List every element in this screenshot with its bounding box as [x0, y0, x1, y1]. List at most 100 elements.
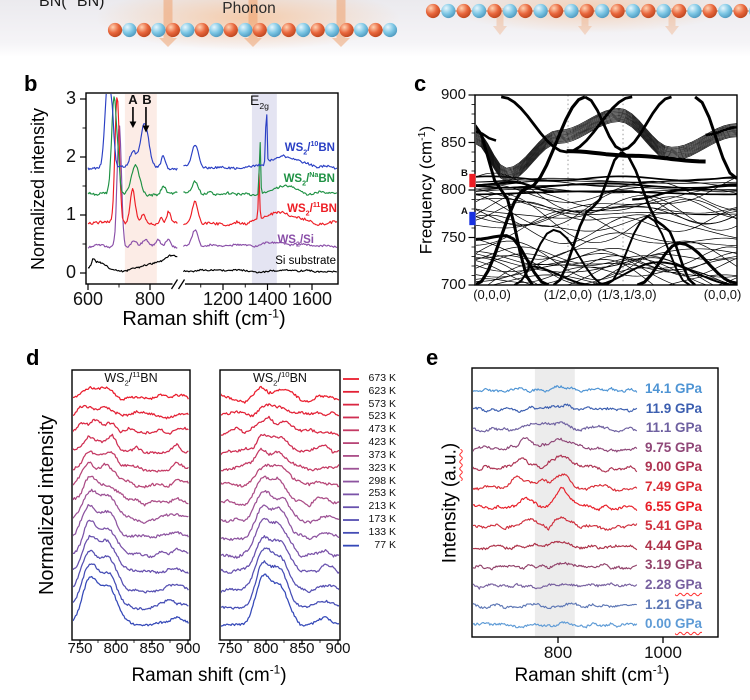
d-legend-label-253K: 253 K [368, 487, 396, 500]
c-xlabel-3: (0,0,0) [703, 287, 742, 302]
d-legend-label-523K: 523 K [368, 410, 396, 423]
d-spectrum-l-213K [73, 534, 189, 574]
e-spectrum-119GPa [473, 403, 638, 413]
c-ytick-750: 750 [440, 228, 466, 246]
panel-b-series-label-ws2-10bn: WS2/10BN [284, 140, 335, 157]
e-pressure-label-119GPa: 11.9 GPa [645, 400, 702, 416]
nitrogen-atom [441, 3, 456, 19]
d-xtick-r-900: 900 [325, 640, 351, 657]
d-spectrum-l-573K [73, 418, 189, 435]
panel-c-marker-a-label: A [461, 206, 468, 217]
nitrogen-atom [122, 22, 137, 38]
e-shaded-band [534, 369, 575, 636]
nitrogen-atom [296, 22, 311, 38]
e-pressure-label-975GPa: 9.75 GPa [644, 439, 702, 455]
e-pressure-label-319GPa: 3.19 GPa [644, 557, 702, 573]
nitrogen-atom [502, 3, 518, 19]
boron-atom [641, 3, 656, 19]
e-spectrum-121GPa [473, 602, 637, 610]
boron-atom [368, 22, 383, 38]
phonon-arrow-icon [332, 0, 350, 47]
b-xtick-600: 600 [72, 289, 104, 309]
e-pressure-label-444GPa: 4.44 GPa [644, 537, 702, 553]
d-spectrum-l-523K [73, 433, 189, 455]
panel-b-series-label-ws2-si: WS2/Si [277, 234, 314, 249]
boron-atom [671, 3, 687, 19]
panel-b-series-label-ws2-nabn: WS2/NaBN [283, 171, 335, 188]
phonon-arrow-icon [244, 0, 262, 47]
nitrogen-atom [718, 3, 733, 19]
c-xlabel-0: (0,0,0) [473, 287, 511, 302]
d-xtick-r-750: 750 [217, 640, 243, 657]
d-spectrum-l-133K [73, 563, 189, 611]
nitrogen-atom [564, 3, 579, 19]
spectrum-ws2-si [87, 125, 178, 249]
spectrum-si-substrate [182, 268, 338, 274]
spectrum-ws2-11bn [183, 172, 338, 227]
spectrum-ws2-nabn [87, 96, 178, 197]
boron-atom [733, 3, 748, 19]
d-legend-label-673K: 673 K [368, 372, 396, 384]
c-ytick-850: 850 [440, 133, 466, 151]
panel-d-subpanel-title-10bn: WS2/10BN [253, 369, 307, 388]
b-xtick-800: 800 [134, 289, 166, 309]
down-arrow-icon [129, 121, 137, 128]
b-xtick-1200: 1200 [202, 289, 244, 309]
spectrum-ws2-nabn [183, 142, 338, 197]
panel-b [80, 92, 339, 290]
nitrogen-atom [267, 22, 282, 38]
nitrogen-atom [656, 3, 671, 19]
panel-b-annotation-e2g: E2g [250, 92, 269, 111]
d-spectrum-r-623K [221, 403, 339, 418]
d-xtick-l-750: 750 [67, 640, 93, 657]
nitrogen-atom [687, 3, 702, 19]
nitrogen-atom [209, 22, 224, 38]
d-xtick-r-850: 850 [289, 640, 315, 657]
b-ytick-0: 0 [65, 262, 76, 282]
c-ytick-700: 700 [440, 276, 466, 293]
boron-atom [548, 3, 564, 19]
d-xtick-r-800: 800 [253, 640, 279, 657]
panel-c-letter: c [414, 71, 427, 96]
boron-atom [702, 3, 717, 19]
d-spectrum-r-373K [221, 475, 339, 508]
spectrum-ws2-11bn [87, 97, 178, 226]
panel-b-x-axis-label: Raman shift (cm-1) [122, 306, 286, 330]
schematic-phonon-label: Phonon [222, 0, 276, 17]
d-legend-label-423K: 423 K [368, 436, 396, 449]
d-spectrum-r-298K [221, 504, 339, 541]
d-legend-label-133K: 133 K [368, 525, 396, 538]
e-pressure-label-749GPa: 7.49 GPa [644, 479, 702, 494]
b-ytick-1: 1 [65, 204, 76, 224]
panel-b-annotation-peak-a: A [128, 92, 138, 107]
e-xtick-800: 800 [543, 643, 573, 662]
boron-atom [610, 3, 625, 19]
d-spectrum-r-573K [221, 415, 339, 437]
d-legend-label-77K: 77 K [374, 538, 396, 551]
e-pressure-label-541GPa: 5.41 GPa [644, 518, 702, 534]
boron-atom [579, 3, 594, 19]
d-spectrum-l-473K [73, 450, 189, 473]
boron-atom [425, 3, 441, 19]
panel-d-x-axis-label: Raman shift (cm-1) [131, 663, 287, 686]
d-legend-label-573K: 573 K [368, 397, 396, 410]
d-legend-label-213K: 213 K [368, 500, 396, 513]
d-spectrum-l-298K [73, 503, 189, 539]
e-spectrum-749GPa [473, 473, 638, 492]
e-spectrum-141GPa [473, 385, 638, 394]
d-xtick-l-850: 850 [139, 640, 165, 657]
boron-atom [107, 22, 123, 38]
spectrum-ws2-10bn [183, 114, 338, 170]
panel-b-shaded-band-0 [124, 94, 157, 284]
panel-e [471, 367, 719, 643]
b-ytick-3: 3 [65, 88, 76, 108]
panel-e-x-axis-label: Raman shift (cm-1) [514, 663, 670, 686]
b-xtick-1400: 1400 [247, 289, 288, 309]
nitrogen-atom [151, 22, 166, 38]
panel-b-shaded-band-1 [251, 94, 277, 284]
e-spectrum-000GPa [473, 621, 638, 629]
d-xtick-l-800: 800 [103, 640, 129, 657]
boron-atom [310, 22, 325, 38]
panel-d-letter: d [26, 345, 40, 370]
